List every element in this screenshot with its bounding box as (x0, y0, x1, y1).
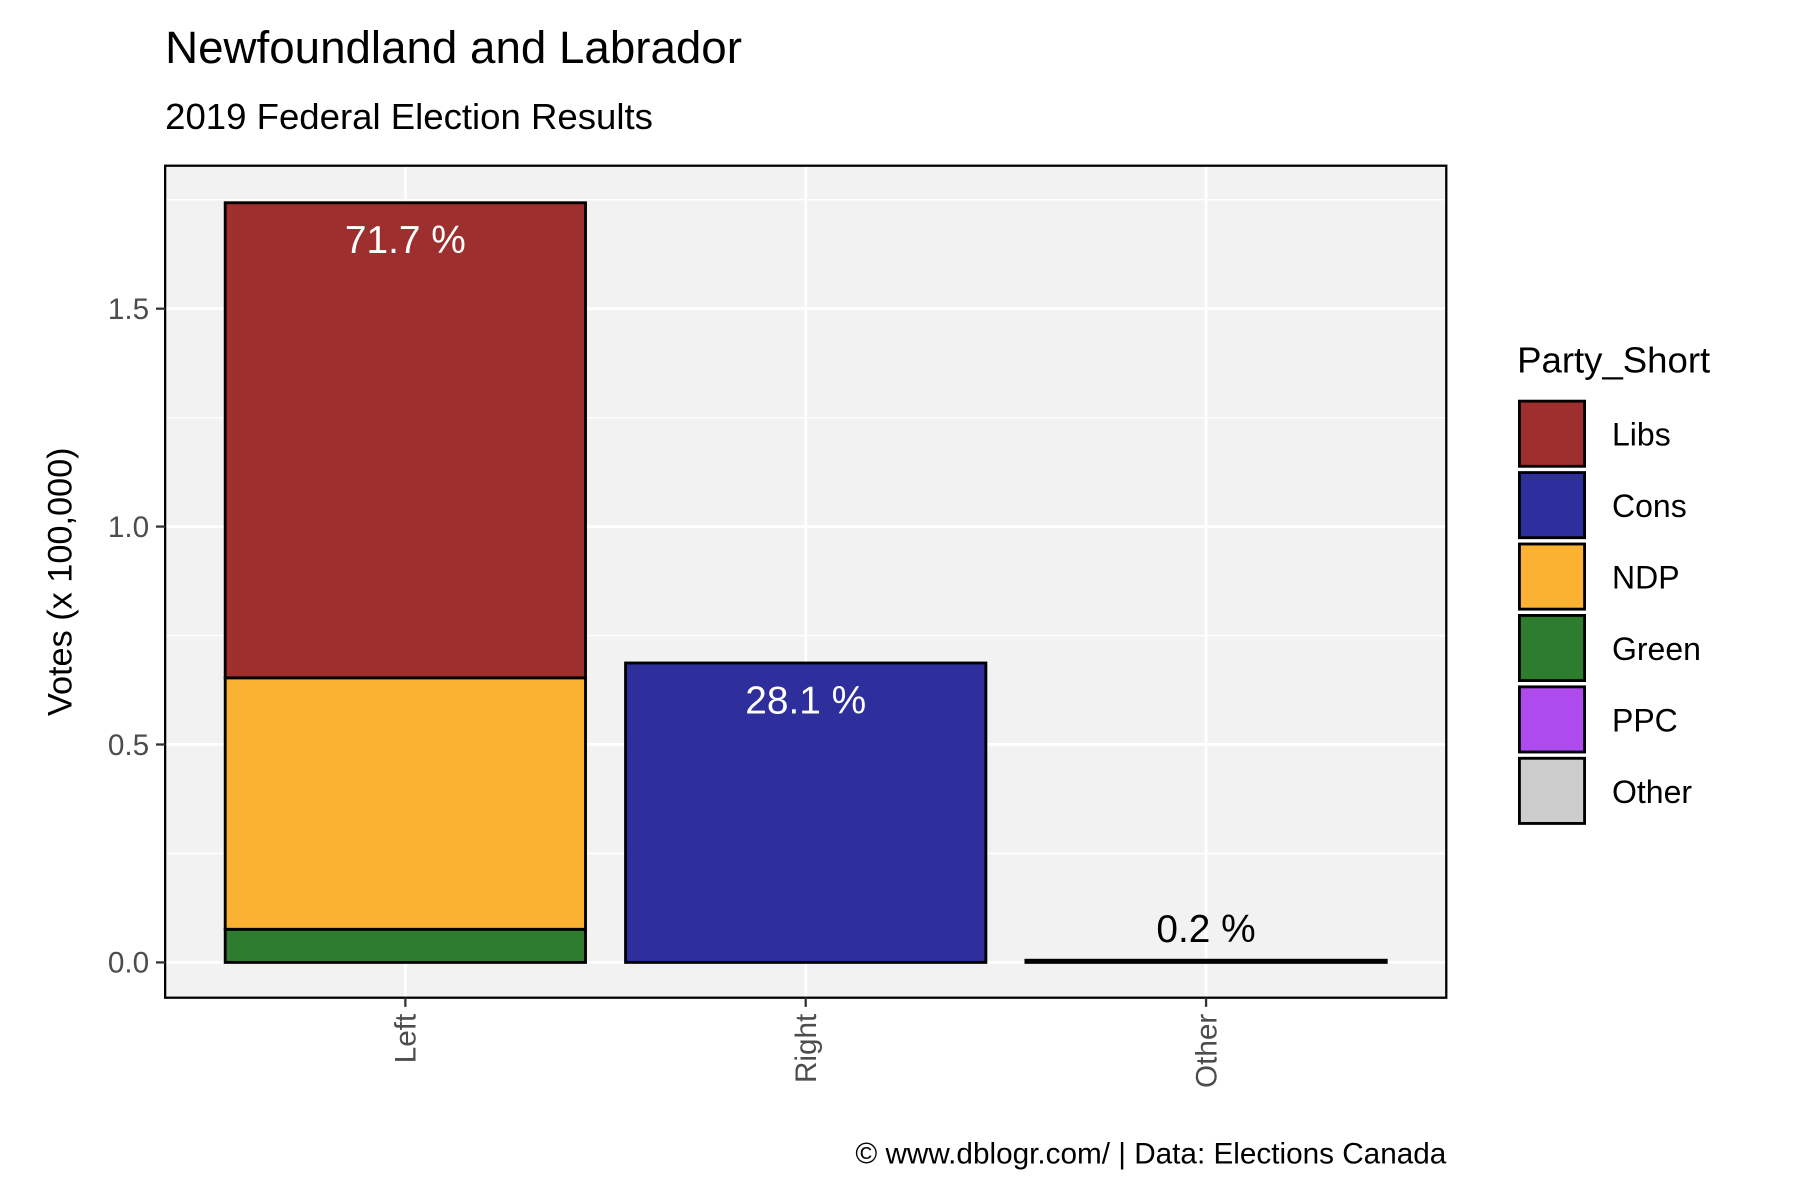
bar-total-label: 71.7 % (345, 219, 466, 262)
bar-segment (223, 676, 587, 931)
x-tick-label: Right (790, 1013, 823, 1083)
y-tick-label: 1.5 (108, 293, 149, 326)
chart-subtitle: 2019 Federal Election Results (165, 96, 653, 137)
bar-segment (1024, 958, 1388, 964)
y-tick-label: 0.5 (108, 729, 149, 762)
bar-total-label: 0.2 % (1156, 908, 1255, 951)
legend-label: NDP (1612, 560, 1680, 596)
x-tick-label: Left (390, 1013, 423, 1063)
legend-label: Libs (1612, 417, 1671, 453)
y-tick-label: 0.0 (108, 947, 149, 980)
legend-swatch (1517, 542, 1586, 611)
bar-segment (223, 927, 587, 964)
y-axis-label: Votes (x 100,000) (41, 447, 79, 716)
legend-label: Cons (1612, 488, 1687, 524)
legend-swatch (1517, 756, 1586, 825)
legend-label: PPC (1612, 702, 1678, 738)
legend-label: Other (1612, 774, 1692, 810)
caption: © www.dblogr.com/ | Data: Elections Cana… (855, 1137, 1446, 1170)
legend: Libs Cons NDP Green PPC Other (1517, 399, 1701, 825)
legend-title: Party_Short (1517, 340, 1710, 381)
chart-title: Newfoundland and Labrador (165, 22, 742, 73)
bar-segment (624, 661, 988, 964)
bar-segment (223, 201, 587, 680)
legend-swatch (1517, 399, 1586, 468)
legend-swatch (1517, 614, 1586, 682)
bar-total-label: 28.1 % (745, 679, 866, 722)
legend-label: Green (1612, 631, 1701, 667)
bars: 71.7 % 28.1 % 0.2 % (223, 201, 1388, 964)
y-tick-label: 1.0 (108, 511, 149, 544)
legend-swatch (1517, 685, 1586, 754)
x-tick-label: Other (1190, 1014, 1223, 1088)
legend-swatch (1517, 471, 1586, 540)
